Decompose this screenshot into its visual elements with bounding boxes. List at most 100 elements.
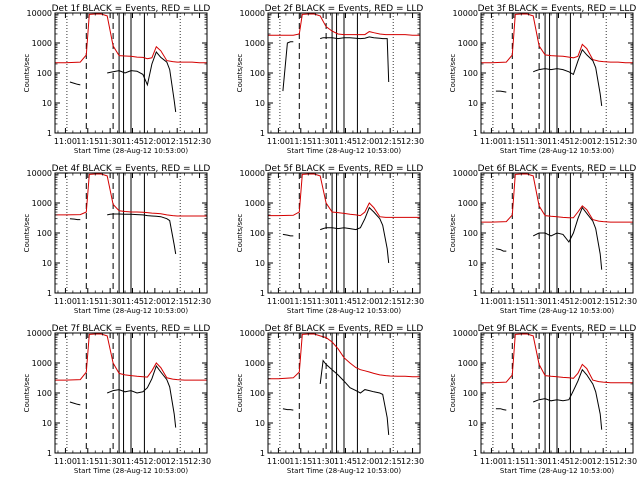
x-tick-label: 11:15	[76, 137, 99, 146]
x-tick-label: 11:30	[312, 297, 335, 306]
events-series-line	[69, 81, 81, 86]
x-tick-label: 12:15	[592, 457, 615, 466]
events-series-line	[319, 359, 390, 435]
x-tick-label: 11:00	[54, 297, 77, 306]
x-tick-label: 11:00	[267, 297, 290, 306]
y-tick-label: 100	[250, 389, 265, 398]
x-tick-label: 12:00	[569, 457, 592, 466]
y-tick-label: 1	[47, 289, 52, 298]
x-tick-label: 11:15	[502, 457, 525, 466]
x-tick-label: 11:45	[547, 137, 570, 146]
x-axis-label: Start Time (28-Aug-12 10:53:00)	[74, 147, 188, 155]
x-tick-label: 11:00	[480, 457, 503, 466]
panel-7: 1 10 100 1000 10000 11:00 11:15 11:30 11:45 12:00…	[23, 324, 211, 475]
y-tick-label: 1	[47, 449, 52, 458]
y-tick-label: 10000	[27, 329, 52, 338]
panel-title: Det 9f BLACK = Events, RED = LLD	[478, 324, 637, 334]
y-axis-label: Counts/sec	[449, 54, 457, 93]
y-axis-label: Counts/sec	[449, 214, 457, 253]
panel-title: Det 6f BLACK = Events, RED = LLD	[478, 164, 637, 174]
series-group	[268, 13, 420, 92]
x-tick-label: 12:00	[569, 137, 592, 146]
y-axis-label: Counts/sec	[23, 374, 31, 413]
x-tick-label: 11:45	[547, 457, 570, 466]
y-tick-label: 1000	[32, 199, 52, 208]
y-tick-label: 1	[260, 449, 265, 458]
y-tick-label: 1000	[32, 39, 52, 48]
y-tick-label: 10000	[453, 9, 478, 18]
y-tick-label: 100	[37, 389, 52, 398]
y-tick-label: 1	[260, 289, 265, 298]
panel-title: Det 4f BLACK = Events, RED = LLD	[52, 164, 211, 174]
x-tick-label: 12:30	[188, 137, 211, 146]
x-axis-label: Start Time (28-Aug-12 10:53:00)	[500, 467, 614, 475]
panel-2: 1 10 100 1000 10000 11:00 11:15 11:30 11:45 12:00…	[236, 4, 424, 155]
x-tick-label: 12:15	[379, 457, 402, 466]
x-tick-label: 12:00	[143, 297, 166, 306]
lld-series-line	[481, 173, 633, 223]
event-markers	[279, 333, 394, 453]
x-tick-label: 12:15	[379, 137, 402, 146]
x-tick-label: 11:45	[121, 137, 144, 146]
y-tick-label: 10	[42, 259, 52, 268]
panel-3: 1 10 100 1000 10000 11:00 11:15 11:30 11:45 12:00…	[449, 4, 637, 155]
y-tick-label: 100	[37, 69, 52, 78]
y-tick-label: 10000	[27, 169, 52, 178]
lld-series-line	[268, 333, 420, 380]
x-axis-label: Start Time (28-Aug-12 10:53:00)	[287, 307, 401, 315]
x-tick-label: 11:45	[334, 297, 357, 306]
y-tick-label: 10000	[453, 169, 478, 178]
x-tick-label: 12:30	[188, 297, 211, 306]
y-tick-label: 1000	[32, 359, 52, 368]
series-group	[481, 13, 633, 106]
panel-title: Det 8f BLACK = Events, RED = LLD	[265, 324, 424, 334]
events-series-line	[320, 36, 390, 83]
x-tick-label: 11:45	[121, 457, 144, 466]
y-tick-label: 10	[468, 99, 478, 108]
event-markers	[66, 333, 181, 453]
y-tick-label: 1000	[245, 359, 265, 368]
x-tick-label: 11:30	[312, 137, 335, 146]
events-series-line	[320, 206, 390, 264]
x-tick-label: 11:30	[525, 137, 548, 146]
panel-title: Det 1f BLACK = Events, RED = LLD	[52, 4, 211, 14]
lld-series-line	[268, 173, 420, 218]
x-axis-label: Start Time (28-Aug-12 10:53:00)	[287, 467, 401, 475]
y-tick-label: 1	[47, 129, 52, 138]
panel-6: 1 10 100 1000 10000 11:00 11:15 11:30 11:45 12:00…	[449, 164, 637, 315]
x-axis-label: Start Time (28-Aug-12 10:53:00)	[74, 307, 188, 315]
x-tick-label: 12:00	[143, 137, 166, 146]
lld-series-line	[55, 173, 207, 217]
x-tick-label: 11:15	[289, 137, 312, 146]
series-group	[55, 13, 207, 113]
x-tick-label: 11:00	[54, 137, 77, 146]
events-series-line	[69, 218, 81, 221]
events-series-line	[533, 368, 603, 430]
y-axis-label: Counts/sec	[236, 374, 244, 413]
event-markers	[492, 13, 607, 133]
events-series-line	[107, 51, 177, 113]
y-tick-label: 1	[260, 129, 265, 138]
x-tick-label: 12:00	[143, 457, 166, 466]
panel-title: Det 2f BLACK = Events, RED = LLD	[265, 4, 424, 14]
y-axis-label: Counts/sec	[23, 214, 31, 253]
panel-title: Det 5f BLACK = Events, RED = LLD	[265, 164, 424, 174]
x-tick-label: 11:00	[480, 137, 503, 146]
x-tick-label: 12:00	[569, 297, 592, 306]
y-tick-label: 100	[463, 229, 478, 238]
y-tick-label: 1000	[458, 39, 478, 48]
x-tick-label: 11:45	[334, 457, 357, 466]
y-axis-label: Counts/sec	[23, 54, 31, 93]
y-tick-label: 1000	[245, 39, 265, 48]
event-markers	[279, 13, 394, 133]
x-tick-label: 11:00	[267, 457, 290, 466]
event-markers	[66, 13, 181, 133]
y-tick-label: 10	[42, 419, 52, 428]
panel-1: 1 10 100 1000 10000 11:00 11:15 11:30 11:45 12:00…	[23, 4, 211, 155]
y-tick-label: 10	[255, 259, 265, 268]
x-tick-label: 11:30	[525, 457, 548, 466]
x-tick-label: 11:15	[289, 457, 312, 466]
y-axis-label: Counts/sec	[236, 54, 244, 93]
x-tick-label: 12:00	[356, 457, 379, 466]
